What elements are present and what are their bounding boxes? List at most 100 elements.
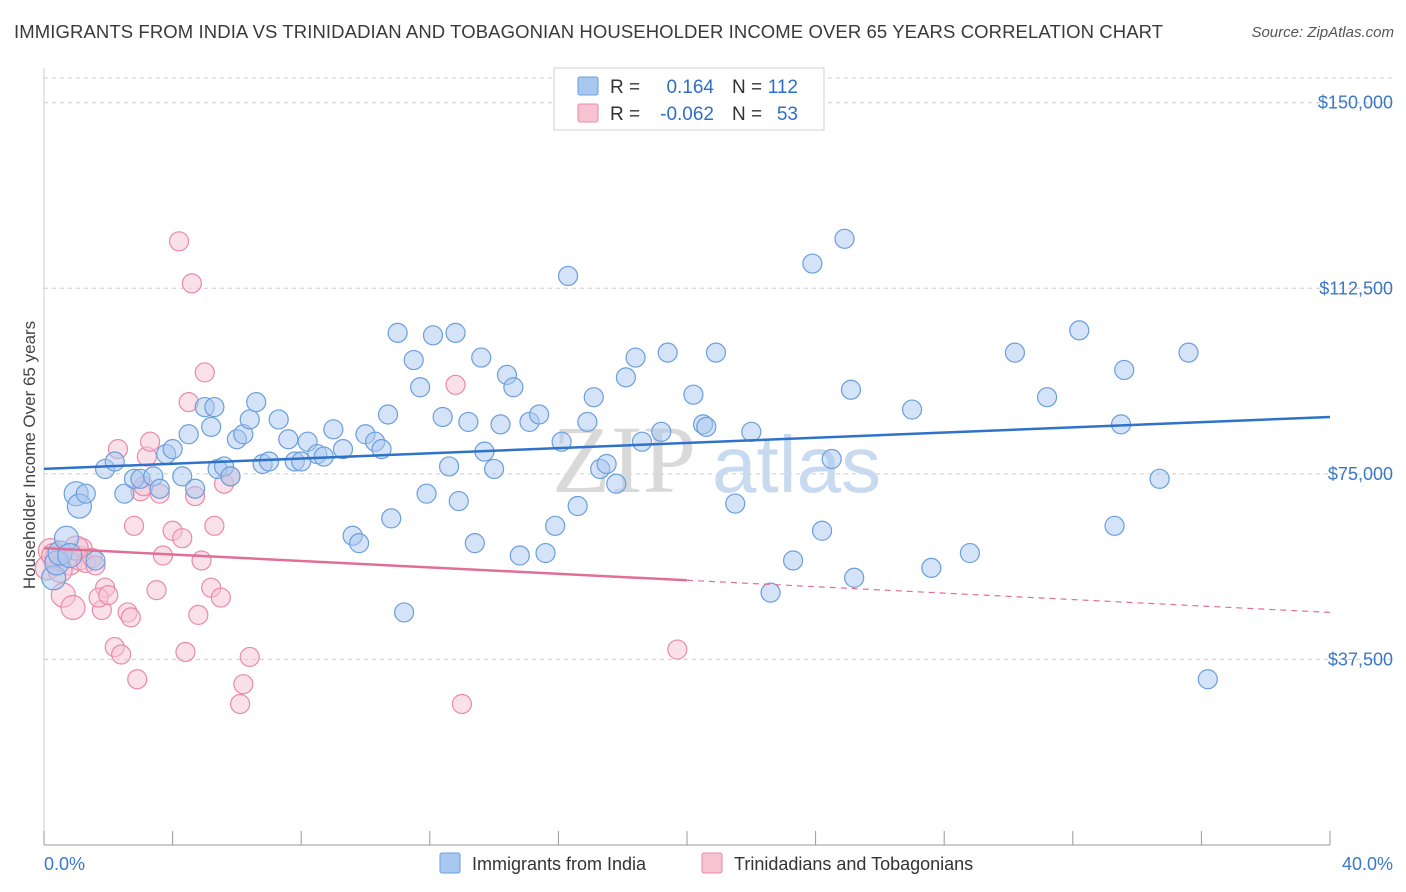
point-india — [471, 347, 492, 368]
point-india — [381, 508, 402, 529]
point-india — [844, 567, 865, 588]
point-india — [782, 550, 804, 571]
source-label: Source: ZipAtlas.com — [1251, 24, 1394, 41]
point-india — [802, 253, 823, 274]
point-trinidadians — [111, 644, 132, 665]
point-india — [149, 478, 170, 499]
point-india — [696, 416, 717, 437]
point-india — [204, 396, 225, 418]
point-india — [901, 399, 923, 420]
y-axis-label: Householder Income Over 65 years — [20, 321, 39, 589]
stats-r-value-2: -0.062 — [660, 104, 714, 125]
point-india — [1178, 342, 1199, 363]
point-india — [741, 421, 762, 442]
y-tick-label: $112,500 — [1319, 278, 1393, 298]
point-india — [503, 377, 524, 398]
watermark-zip: ZIP — [552, 406, 696, 513]
point-india — [490, 414, 511, 435]
point-india — [448, 490, 469, 512]
point-trinidadians — [233, 674, 254, 695]
point-india — [1114, 359, 1135, 381]
x-tick-max: 40.0% — [1342, 854, 1393, 874]
point-india — [246, 392, 267, 413]
grid-lines — [44, 77, 1395, 660]
legend-swatch-trinidad — [701, 852, 723, 874]
point-india — [567, 495, 588, 517]
point-india — [393, 602, 415, 623]
point-india — [162, 439, 183, 460]
watermark-atlas: atlas — [712, 420, 881, 509]
point-trinidadians — [191, 550, 212, 571]
point-trinidadians — [230, 693, 251, 715]
point-india — [104, 451, 125, 472]
point-trinidadians — [445, 374, 466, 395]
point-india — [683, 384, 704, 405]
stats-n-value-2: 53 — [777, 104, 798, 125]
point-india — [268, 409, 289, 430]
point-india — [1069, 320, 1090, 341]
point-india — [464, 533, 485, 554]
point-india — [1149, 468, 1170, 489]
point-india — [239, 409, 260, 430]
point-india — [258, 451, 280, 472]
point-india — [834, 228, 855, 249]
point-trinidadians — [188, 604, 209, 626]
point-india — [458, 411, 479, 433]
point-india — [1004, 342, 1026, 363]
watermark: ZIP atlas — [552, 406, 881, 513]
y-tick-labels: $37,500 $75,000 $112,500 $150,000 — [1318, 93, 1393, 670]
legend-label-india: Immigrants from India — [472, 854, 647, 874]
stats-r-label-1: R = — [610, 77, 640, 98]
stats-n-label-1: N = — [732, 77, 762, 98]
point-india — [651, 421, 672, 442]
point-india — [85, 550, 106, 571]
point-india — [811, 520, 833, 541]
point-trinidadians — [239, 646, 260, 668]
point-india — [422, 325, 444, 346]
point-india — [75, 483, 96, 504]
y-tick-label: $150,000 — [1318, 93, 1393, 113]
point-india — [114, 483, 135, 504]
point-trinidadians — [127, 669, 148, 690]
point-india — [625, 347, 646, 368]
point-trinidadians — [210, 587, 231, 608]
point-india — [631, 431, 653, 452]
x-tick-min: 0.0% — [44, 854, 85, 874]
point-trinidadians — [146, 580, 167, 601]
stats-swatch-india — [577, 76, 599, 96]
point-india — [278, 429, 299, 450]
point-trinidadians — [172, 528, 193, 549]
point-india — [657, 342, 678, 363]
point-india — [178, 424, 199, 445]
stats-n-value-1: 112 — [768, 77, 798, 98]
chart-title: IMMIGRANTS FROM INDIA VS TRINIDADIAN AND… — [14, 21, 1164, 42]
point-trinidadians — [168, 231, 190, 252]
point-india — [201, 416, 222, 437]
point-india — [921, 557, 942, 578]
trend-lines — [43, 415, 1331, 614]
y-tick-label: $37,500 — [1328, 649, 1393, 669]
point-india — [577, 411, 598, 433]
point-india — [535, 542, 556, 564]
point-india — [332, 439, 354, 460]
point-india — [760, 582, 781, 603]
stats-n-label-2: N = — [732, 104, 762, 125]
stats-swatch-trinidad — [577, 103, 599, 123]
point-india — [725, 493, 746, 514]
legend: Immigrants from India Trinidadians and T… — [439, 852, 973, 874]
point-india — [410, 377, 431, 398]
point-india — [557, 265, 579, 287]
point-trinidadians — [451, 693, 473, 715]
trend-line-india — [43, 415, 1331, 471]
point-india — [1036, 387, 1058, 408]
point-india — [959, 542, 981, 564]
point-india — [484, 458, 505, 480]
point-india — [445, 322, 466, 343]
point-india — [438, 456, 460, 477]
point-india — [57, 542, 83, 569]
point-trinidadians — [181, 273, 202, 294]
point-india — [220, 466, 241, 487]
stats-r-value-1: 0.164 — [666, 77, 714, 98]
legend-label-trinidad: Trinidadians and Tobagonians — [734, 854, 973, 874]
